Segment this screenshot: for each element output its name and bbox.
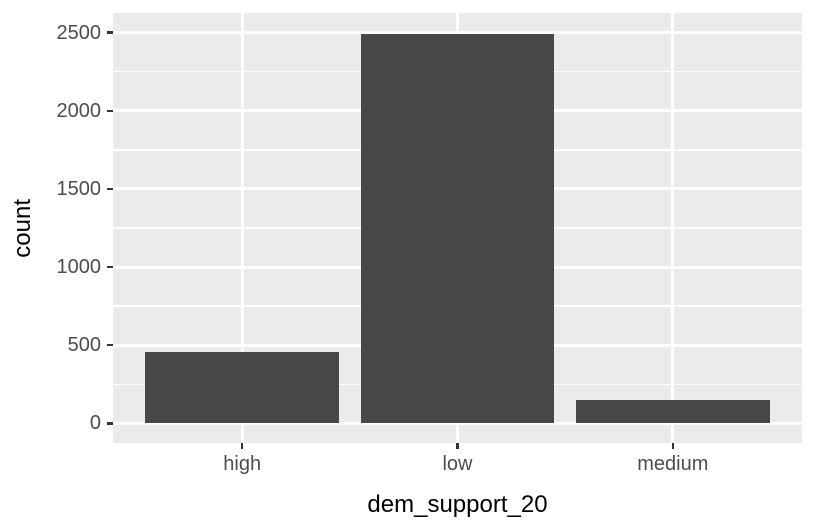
y-tick-mark: [107, 344, 113, 347]
x-tick-mark: [456, 443, 459, 449]
y-tick-mark: [107, 422, 113, 425]
y-tick-mark: [107, 31, 113, 34]
x-tick-mark: [671, 443, 674, 449]
bar-low: [360, 34, 555, 424]
y-axis-title: count: [9, 13, 36, 443]
y-axis-title-text: count: [9, 198, 36, 258]
x-tick-label-low: low: [442, 453, 473, 475]
bar-medium: [575, 400, 770, 424]
x-tick-label-medium: medium: [637, 453, 709, 475]
x-tick-mark: [240, 443, 244, 449]
gridline-major-x: [671, 13, 675, 443]
plot-panel: [113, 13, 802, 443]
y-tick-mark: [107, 187, 113, 191]
y-tick-mark: [107, 109, 113, 112]
y-axis: 0 500 1000 1500 2000 2500: [0, 13, 113, 443]
y-tick-label: 500: [67, 334, 101, 357]
y-tick-label: 2000: [56, 99, 102, 122]
y-tick-label: 2500: [56, 21, 102, 44]
gridline-major-x: [240, 13, 244, 443]
y-tick-label: 1000: [56, 256, 102, 279]
x-axis-title: dem_support_20: [367, 491, 548, 518]
x-axis: high low medium: [113, 443, 802, 488]
x-tick-label-high: high: [223, 453, 262, 475]
y-tick-mark: [107, 265, 113, 269]
bar-high: [145, 352, 340, 424]
y-tick-label: 0: [89, 412, 101, 435]
y-tick-label: 1500: [56, 177, 102, 200]
